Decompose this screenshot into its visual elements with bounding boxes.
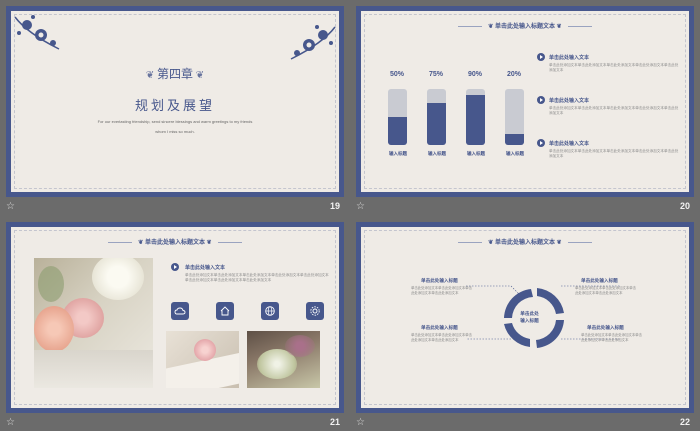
node-body: 单击此处添加文本单击此处添加文本单击此处添加文本单击此处添加文本 — [581, 333, 643, 342]
item-body: 单击此处添加文本单击此处添加文本单击此处添加文本单击此处添加文本单击此处添加文本 — [549, 149, 679, 158]
banner-title: ❦ 单击此处输入标题文本 ❦ — [11, 237, 339, 246]
bar — [505, 133, 524, 145]
item-title: 单击此处输入文本 — [549, 55, 590, 61]
bar — [427, 103, 446, 145]
item-title: 单击此处输入文本 — [549, 98, 590, 104]
star-icon[interactable]: ☆ — [356, 201, 365, 212]
bar-track — [427, 89, 446, 145]
star-icon[interactable]: ☆ — [6, 417, 15, 428]
floral-ornament-icon — [14, 15, 60, 50]
banner-title: ❦ 单击此处输入标题文本 ❦ — [361, 237, 689, 246]
bar-track — [466, 89, 485, 145]
floral-ornament-icon — [290, 25, 336, 60]
banner-title: ❦ 单击此处输入标题文本 ❦ — [361, 21, 689, 30]
settings-icon[interactable] — [306, 302, 324, 320]
bar-track — [388, 89, 407, 145]
slide-footer: ☆ 22 — [356, 417, 694, 431]
slide-canvas: ❦ 单击此处输入标题文本 ❦ 50% 输入标题 75% 输入标题 90% 输入标题 20% 输… — [361, 11, 689, 192]
cloud-icon[interactable] — [171, 302, 189, 320]
node-body: 单击此处添加文本单击此处添加文本单击此处添加文本单击此处添加文本 — [411, 333, 473, 342]
bar-track — [505, 89, 524, 145]
slide-thumbnail-22[interactable]: ❦ 单击此处输入标题文本 ❦ 单击此处 输入标题 单击此处输入标题 单击此处添加文… — [356, 222, 694, 413]
slide-footer: ☆ 20 — [356, 201, 694, 215]
slide-number: 20 — [679, 201, 690, 211]
slide-number: 19 — [329, 201, 340, 211]
cycle-diagram — [466, 285, 621, 348]
bar-category-label: 输入标题 — [506, 151, 524, 156]
node-title: 单击此处输入标题 — [581, 278, 618, 283]
bar-value-label: 75% — [428, 71, 443, 78]
node-title: 单击此处输入标题 — [421, 325, 458, 330]
book-rose-photo — [166, 331, 239, 388]
tagline: whom I miss so much. — [155, 129, 195, 134]
globe-icon[interactable] — [261, 302, 279, 320]
flower-bouquet-photo — [247, 331, 320, 388]
chapter-title: ❦ 第四章 ❦ — [145, 67, 205, 81]
bar-category-label: 输入标题 — [389, 151, 407, 156]
play-bullet-icon — [537, 139, 545, 147]
bar-value-label: 20% — [506, 71, 521, 78]
slide-footer: ☆ 21 — [6, 417, 344, 431]
slide-thumbnail-20[interactable]: ❦ 单击此处输入标题文本 ❦ 50% 输入标题 75% 输入标题 90% 输入标题 20% 输… — [356, 6, 694, 197]
bar — [466, 94, 485, 145]
slide-thumbnail-19[interactable]: ❦ 第四章 ❦ 规划及展望 For our everlasting friend… — [6, 6, 344, 197]
slide-canvas: ❦ 单击此处输入标题文本 ❦ 单击此处输入文本 单击此处添加文本单击此处添加文本… — [11, 227, 339, 408]
item-title: 单击此处输入文本 — [185, 265, 226, 271]
slide-footer: ☆ 19 — [6, 201, 344, 215]
star-icon[interactable]: ☆ — [356, 417, 365, 428]
rose-photo — [34, 258, 153, 388]
bar — [388, 117, 407, 145]
play-bullet-icon — [537, 53, 545, 61]
tagline: For our everlasting friendship, send sin… — [97, 119, 253, 124]
slide-canvas: ❦ 第四章 ❦ 规划及展望 For our everlasting friend… — [11, 11, 339, 192]
slide-canvas: ❦ 单击此处输入标题文本 ❦ 单击此处 输入标题 单击此处输入标题 单击此处添加文… — [361, 227, 689, 408]
play-bullet-icon — [537, 96, 545, 104]
bar-category-label: 输入标题 — [428, 151, 446, 156]
item-body: 单击此处添加文本单击此处添加文本单击此处添加文本单击此处添加文本单击此处添加文本 — [549, 106, 679, 115]
item-body: 单击此处添加文本单击此处添加文本单击此处添加文本单击此处添加文本单击此处添加文本… — [185, 273, 329, 282]
home-icon[interactable] — [216, 302, 234, 320]
cycle-center-label: 单击此处 输入标题 — [520, 311, 539, 323]
play-bullet-icon — [171, 263, 179, 271]
node-title: 单击此处输入标题 — [587, 325, 624, 330]
item-body: 单击此处添加文本单击此处添加文本单击此处添加文本单击此处添加文本单击此处添加文本 — [549, 63, 679, 72]
node-title: 单击此处输入标题 — [421, 278, 458, 283]
bar-value-label: 50% — [389, 71, 404, 78]
slide-number: 22 — [679, 417, 690, 427]
node-body: 单击此处添加文本单击此处添加文本单击此处添加文本单击此处添加文本 — [411, 286, 473, 295]
item-title: 单击此处输入文本 — [549, 141, 590, 147]
bar-value-label: 90% — [467, 71, 482, 78]
slide-thumbnail-21[interactable]: ❦ 单击此处输入标题文本 ❦ 单击此处输入文本 单击此处添加文本单击此处添加文本… — [6, 222, 344, 413]
bar-category-label: 输入标题 — [467, 151, 485, 156]
node-body: 单击此处添加文本单击此处添加文本单击此处添加文本单击此处添加文本 — [575, 286, 637, 295]
slide-heading: 规划及展望 — [134, 98, 215, 113]
slide-number: 21 — [329, 417, 340, 427]
star-icon[interactable]: ☆ — [6, 201, 15, 212]
